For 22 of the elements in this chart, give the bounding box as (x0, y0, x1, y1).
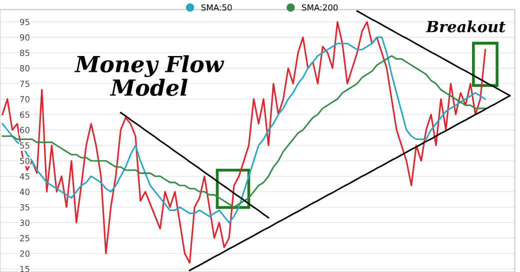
y-tick-label: 25 (20, 235, 30, 242)
y-tick-label: 65 (20, 111, 30, 118)
y-tick-label: 90 (20, 34, 30, 41)
y-tick-label: 55 (20, 142, 30, 149)
y-tick-label: 85 (20, 50, 30, 56)
annotation: Money Flow Model (74, 55, 224, 96)
y-tick-label: 20 (20, 250, 30, 257)
y-tick-label: 50 (20, 158, 30, 164)
y-tick-label: 80 (20, 65, 30, 72)
y-tick-label: 15 (20, 266, 30, 272)
line-series (120, 112, 270, 218)
annotation: Breakout (426, 20, 506, 32)
y-tick-label: 35 (20, 204, 30, 210)
y-tick-label: 30 (20, 220, 30, 226)
legend-label: SMA:50 (201, 4, 232, 11)
y-tick-label: 40 (20, 188, 30, 195)
y-tick-label: 75 (20, 80, 30, 87)
y-tick-label: 95 (20, 18, 30, 26)
legend-label: SMA:200 (302, 4, 338, 11)
y-tick-label: 60 (20, 126, 30, 134)
y-tick-label: 70 (20, 96, 30, 102)
y-tick-label: 45 (20, 173, 30, 180)
